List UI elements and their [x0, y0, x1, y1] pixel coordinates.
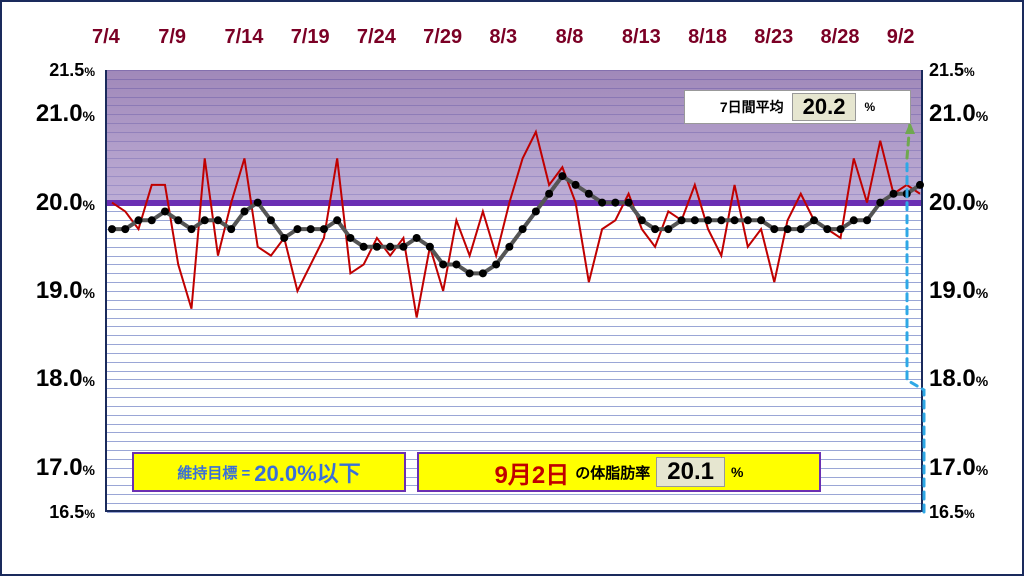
- target-callout: 維持目標 = 20.0%以下: [132, 452, 406, 492]
- y-tick-label: 19.0%: [929, 277, 988, 305]
- x-tick-label: 8/28: [821, 26, 860, 49]
- target-value: 20.0%以下: [254, 456, 360, 488]
- chart-container: 7/4 7/9 7/14 7/19 7/24 7/29 8/3 8/8 8/13 8/18 8/23…: [0, 0, 1024, 576]
- date-callout: 9月2日 の体脂肪率 20.1 %: [417, 452, 821, 492]
- x-tick-label: 8/3: [489, 26, 517, 49]
- x-tick-label: 7/14: [224, 26, 263, 49]
- x-tick-label: 7/24: [357, 26, 396, 49]
- x-tick-label: 8/23: [754, 26, 793, 49]
- bodyfat-value: 20.1: [656, 457, 725, 487]
- y-tick-label: 21.0%: [36, 100, 95, 128]
- y-tick-label: 21.5%: [929, 60, 975, 81]
- y-tick-label: 16.5%: [49, 502, 95, 523]
- y-tick-label: 19.0%: [36, 277, 95, 305]
- x-tick-label: 7/19: [291, 26, 330, 49]
- date-value: 9月2日: [495, 455, 570, 490]
- avg-pct: %: [864, 100, 875, 114]
- plot-svg: [107, 70, 925, 512]
- x-tick-label: 8/13: [622, 26, 661, 49]
- y-tick-label: 20.0%: [929, 189, 988, 217]
- x-tick-label: 7/9: [158, 26, 186, 49]
- y-tick-label: 21.0%: [929, 100, 988, 128]
- x-tick-label: 7/4: [92, 26, 120, 49]
- x-tick-label: 9/2: [887, 26, 915, 49]
- y-tick-label: 20.0%: [36, 189, 95, 217]
- x-tick-label: 7/29: [423, 26, 462, 49]
- y-tick-label: 18.0%: [36, 365, 95, 393]
- y-tick-label: 17.0%: [929, 454, 988, 482]
- y-tick-label: 16.5%: [929, 502, 975, 523]
- date-text: の体脂肪率: [575, 462, 650, 483]
- plot-area: 7日間平均 20.2 % 維持目標 = 20.0%以下 9月2日 の体脂肪率 2…: [105, 70, 923, 512]
- bodyfat-pct: %: [731, 464, 743, 480]
- x-tick-label: 8/8: [556, 26, 584, 49]
- x-tick-label: 8/18: [688, 26, 727, 49]
- avg-label: 7日間平均: [720, 97, 784, 117]
- y-tick-label: 18.0%: [929, 365, 988, 393]
- avg-callout: 7日間平均 20.2 %: [684, 90, 911, 124]
- y-tick-label: 17.0%: [36, 454, 95, 482]
- avg-value: 20.2: [792, 93, 857, 121]
- y-tick-label: 21.5%: [49, 60, 95, 81]
- target-label: 維持目標 =: [177, 462, 250, 483]
